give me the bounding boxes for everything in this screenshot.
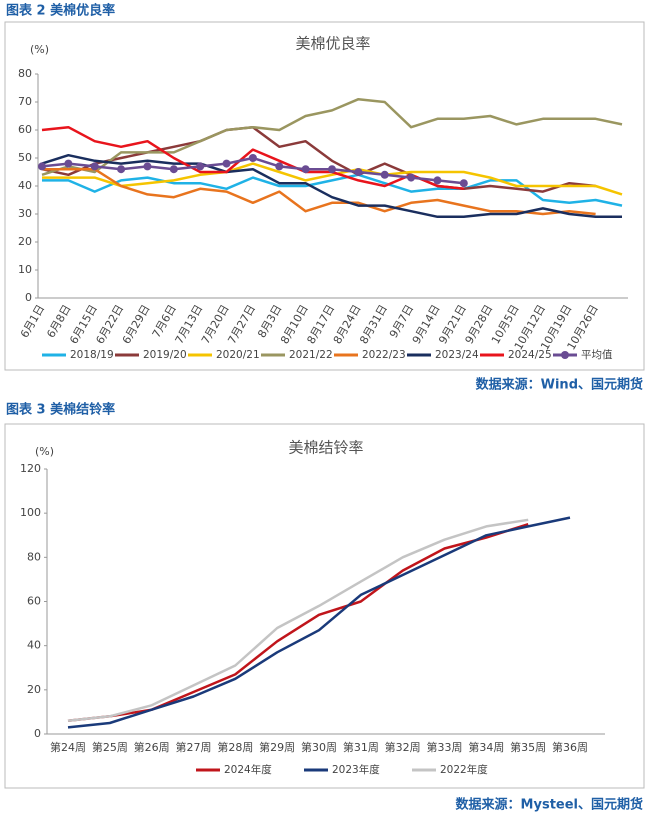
point-marker — [380, 170, 389, 179]
point-marker — [90, 162, 99, 171]
x-tick-label: 第24周 — [50, 740, 86, 754]
x-tick-label: 第29周 — [259, 740, 295, 754]
x-tick-label: 第33周 — [427, 740, 463, 754]
legend-label: 2018/19 — [70, 349, 114, 361]
point-marker — [64, 159, 73, 168]
y-tick-label: 0 — [34, 727, 41, 740]
y-tick-label: 80 — [18, 67, 32, 80]
y-tick-label: 0 — [25, 291, 32, 304]
legend-label: 平均值 — [581, 348, 613, 361]
legend-label: 2020/21 — [216, 349, 260, 361]
point-marker — [38, 162, 46, 171]
figure-caption: 图表 3 美棉结铃率 — [6, 402, 115, 418]
point-marker — [196, 162, 205, 171]
point-marker — [169, 165, 178, 174]
series-line — [67, 516, 571, 729]
legend-label: 2023/24 — [435, 349, 479, 361]
y-tick-label: 100 — [20, 506, 41, 519]
x-tick-label: 第36周 — [552, 740, 588, 754]
legend-label: 2022年度 — [440, 763, 488, 776]
chart-title: 美棉优良率 — [295, 35, 370, 53]
y-unit: (%) — [30, 43, 49, 56]
point-marker — [433, 176, 442, 185]
legend-label: 2021/22 — [289, 349, 333, 361]
series-line — [67, 523, 529, 723]
source-note: 数据来源：Wind、国元期货 — [476, 377, 643, 393]
x-tick-label: 第25周 — [92, 740, 128, 754]
legend-label: 2023年度 — [332, 763, 380, 776]
y-tick-label: 20 — [27, 683, 41, 696]
source-note: 数据来源：Mysteel、国元期货 — [456, 797, 643, 813]
point-marker — [248, 154, 257, 162]
y-tick-label: 20 — [18, 235, 32, 248]
y-tick-label: 40 — [18, 179, 32, 192]
legend-label: 2024/25 — [508, 349, 552, 361]
x-tick-label: 6月1日 — [18, 303, 47, 341]
x-tick-label: 第31周 — [343, 740, 379, 754]
x-tick-label: 第35周 — [510, 740, 546, 754]
point-marker — [354, 168, 363, 176]
series-line — [42, 167, 596, 216]
y-tick-label: 60 — [27, 595, 41, 608]
x-tick-label: 第30周 — [301, 740, 337, 754]
point-marker — [143, 162, 152, 171]
y-tick-label: 60 — [18, 123, 32, 136]
x-tick-label: 第32周 — [385, 740, 421, 754]
series-line — [67, 518, 529, 723]
series-line — [41, 125, 464, 191]
x-tick-label: 第27周 — [176, 740, 212, 754]
y-tick-label: 10 — [18, 263, 32, 276]
legend-label: 2022/23 — [362, 349, 406, 361]
point-marker — [328, 165, 336, 174]
point-marker — [117, 165, 126, 174]
legend-label: 2019/20 — [143, 349, 187, 361]
point-marker — [301, 165, 310, 174]
point-marker — [275, 162, 284, 171]
chart-frame — [4, 21, 645, 371]
y-tick-label: 30 — [18, 207, 32, 220]
x-tick-label: 第34周 — [468, 740, 504, 754]
legend-label: 2024年度 — [224, 763, 272, 776]
y-tick-label: 50 — [18, 151, 32, 164]
series-line — [41, 125, 596, 193]
x-tick-label: 第28周 — [217, 740, 253, 754]
point-marker — [407, 173, 416, 182]
x-tick-label: 第26周 — [134, 740, 170, 754]
point-marker — [459, 179, 468, 188]
point-marker — [222, 159, 231, 168]
series-line — [41, 153, 622, 219]
y-unit: (%) — [35, 445, 54, 458]
legend-marker — [561, 351, 569, 359]
y-tick-label: 80 — [27, 550, 41, 563]
series-line — [41, 97, 623, 176]
y-tick-label: 70 — [18, 95, 32, 108]
y-tick-label: 120 — [20, 462, 41, 475]
series-line — [42, 162, 623, 196]
y-tick-label: 40 — [27, 639, 41, 652]
chart-frame — [4, 423, 645, 789]
figure-caption: 图表 2 美棉优良率 — [6, 3, 115, 19]
chart-title: 美棉结铃率 — [288, 439, 363, 457]
